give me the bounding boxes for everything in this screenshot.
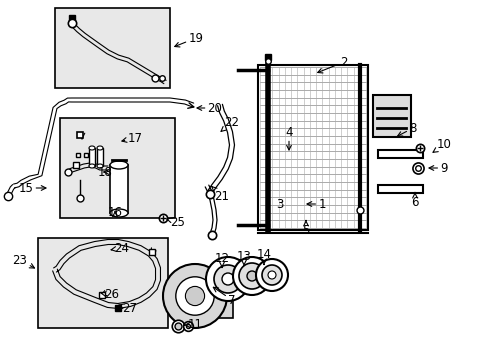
Circle shape [239, 263, 264, 289]
Ellipse shape [110, 161, 128, 169]
Circle shape [163, 264, 226, 328]
Text: 25: 25 [166, 216, 185, 229]
Bar [60, 118, 175, 218]
Text: 17: 17 [122, 131, 142, 144]
Ellipse shape [89, 146, 95, 150]
Text: 21: 21 [211, 186, 229, 202]
Circle shape [185, 287, 204, 306]
Text: 23: 23 [13, 253, 35, 268]
Ellipse shape [110, 209, 128, 217]
Text: 5: 5 [302, 221, 309, 237]
Text: 16: 16 [107, 206, 122, 219]
Text: 14: 14 [256, 248, 271, 264]
Text: 1: 1 [306, 198, 325, 211]
Bar [377, 185, 422, 193]
Text: 22: 22 [221, 116, 239, 131]
Bar [195, 274, 232, 318]
Text: 26: 26 [101, 288, 119, 302]
Text: 13: 13 [236, 249, 251, 265]
Circle shape [246, 271, 257, 281]
Bar [258, 65, 367, 230]
Ellipse shape [97, 146, 103, 150]
Bar [38, 238, 168, 328]
Circle shape [256, 259, 287, 291]
Bar [110, 165, 128, 213]
Circle shape [214, 265, 242, 293]
Text: 20: 20 [197, 102, 222, 114]
Ellipse shape [89, 164, 95, 168]
Circle shape [267, 271, 275, 279]
Circle shape [232, 257, 270, 295]
Text: 8: 8 [397, 122, 416, 136]
Bar [55, 8, 170, 88]
Bar [97, 148, 103, 166]
Text: 6: 6 [410, 193, 418, 208]
Text: 27: 27 [119, 302, 137, 315]
Text: 9: 9 [428, 162, 447, 175]
Text: 11: 11 [184, 319, 202, 332]
Text: 2: 2 [317, 55, 347, 73]
Text: 12: 12 [214, 252, 229, 267]
Circle shape [205, 257, 249, 301]
Text: 3: 3 [276, 198, 283, 211]
Bar [372, 95, 410, 137]
Ellipse shape [97, 164, 103, 168]
Text: 7: 7 [213, 287, 235, 306]
Text: 10: 10 [432, 139, 450, 152]
Bar [89, 148, 95, 166]
Bar [377, 150, 422, 158]
Text: 15: 15 [19, 181, 46, 194]
Text: 24: 24 [111, 242, 129, 255]
Text: 18: 18 [98, 166, 112, 179]
Text: 4: 4 [285, 126, 292, 150]
Text: 19: 19 [174, 31, 203, 47]
Circle shape [176, 277, 214, 315]
Circle shape [222, 273, 234, 285]
Circle shape [262, 265, 282, 285]
